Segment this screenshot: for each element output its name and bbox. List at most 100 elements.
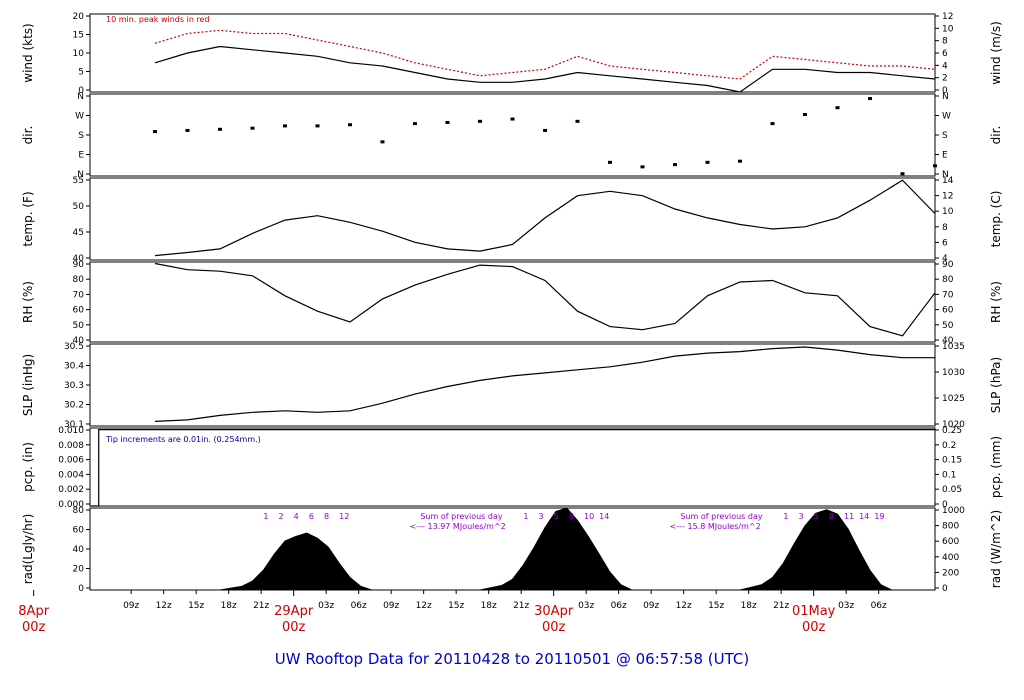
rh-ytick-label-left: 90 xyxy=(73,260,85,270)
rh-frame xyxy=(89,261,936,343)
dir-point xyxy=(315,124,320,128)
chart-title: UW Rooftop Data for 20110428 to 20110501… xyxy=(274,650,750,668)
rad-uv-label: 4 xyxy=(294,512,299,521)
rad-ylabel-left: rad(Lgly/hr) xyxy=(21,514,35,585)
pcp-ytick-label-left: 0.006 xyxy=(58,456,84,466)
day-label: 29Apr xyxy=(274,604,314,619)
rad-sum2-line1: Sum of previous day xyxy=(680,512,762,521)
dir-ytick-label-left: E xyxy=(78,151,84,161)
rad-uv-label: 3 xyxy=(539,512,544,521)
rh-ylabel-right: RH (%) xyxy=(989,281,1003,323)
slp-ylabel-left: SLP (inHg) xyxy=(21,354,35,416)
rh-ytick-label-left: 80 xyxy=(73,275,85,285)
x-tick-label: 18z xyxy=(741,601,757,611)
dir-point xyxy=(770,122,775,126)
x-tick-label: 03z xyxy=(318,601,334,611)
wind-ytick-label-left: 5 xyxy=(78,68,84,78)
dir-point xyxy=(380,140,385,144)
rad-uv-label: 5 xyxy=(814,512,819,521)
rad-uv-label: 2 xyxy=(279,512,284,521)
rad-uv-label: 1 xyxy=(783,512,788,521)
wind-ytick-label-right: 2 xyxy=(942,74,948,84)
rh-ytick-label-right: 40 xyxy=(942,336,954,346)
x-tick-label: 09z xyxy=(383,601,399,611)
dir-point xyxy=(510,117,515,121)
rad-ytick-label-right: 0 xyxy=(942,584,948,594)
slp-ytick-label-right: 1025 xyxy=(942,394,965,404)
wind-ytick-label-right: 12 xyxy=(942,12,953,22)
dir-point xyxy=(185,128,190,132)
rad-uv-label: 14 xyxy=(599,512,609,521)
dir-point xyxy=(283,124,287,128)
day-label: 01May xyxy=(792,604,836,619)
rad-uv-label: 8 xyxy=(324,512,329,521)
slp-ytick-label-right: 1020 xyxy=(942,420,965,430)
rad-ytick-label-left: 40 xyxy=(73,545,85,555)
x-tick-label: 21z xyxy=(513,601,529,611)
pcp-annotation: Tip increments are 0.01in. (0.254mm.) xyxy=(105,435,261,444)
rad-ylabel-right: rad (W/m^2) xyxy=(989,510,1003,588)
rad-uv-label: 1 xyxy=(263,512,268,521)
pcp-ytick-label-right: 0.15 xyxy=(942,456,962,466)
pcp-ytick-label-right: 0.1 xyxy=(942,470,956,480)
x-tick-label: 12z xyxy=(676,601,692,611)
x-tick-label: 06z xyxy=(611,601,627,611)
x-tick-label: 21z xyxy=(253,601,269,611)
slp-ytick-label-left: 30.5 xyxy=(64,342,84,352)
slp-ytick-label-left: 30.1 xyxy=(64,420,84,430)
pcp-ytick-label-right: 0 xyxy=(942,500,948,510)
rh-ytick-label-right: 50 xyxy=(942,321,954,331)
dir-ylabel-right: dir. xyxy=(989,126,1003,145)
temp-ytick-label-left: 50 xyxy=(73,202,85,212)
temp-ytick-label-right: 8 xyxy=(942,223,948,233)
temp-ytick-label-left: 45 xyxy=(73,228,84,238)
rh-ytick-label-right: 60 xyxy=(942,306,954,316)
dir-point xyxy=(250,126,255,130)
rad-uv-label: 8 xyxy=(569,512,574,521)
rad-ytick-label-left: 20 xyxy=(73,565,85,575)
rh-ylabel-left: RH (%) xyxy=(21,281,35,323)
temp-ytick-label-right: 12 xyxy=(942,192,953,202)
dir-ytick-label-left: N xyxy=(77,170,84,180)
day-label-hour: 00z xyxy=(22,620,46,635)
dir-point xyxy=(640,165,645,169)
slp-ytick-label-left: 30.3 xyxy=(64,381,84,391)
dir-point xyxy=(933,164,937,168)
dir-point xyxy=(218,127,222,131)
dir-ytick-label-left: N xyxy=(77,92,84,102)
dir-ytick-label-right: N xyxy=(942,170,949,180)
dir-point xyxy=(705,160,710,164)
rad-sum1-line2: <--- 13.97 MJoules/m^2 xyxy=(410,522,506,531)
temp-ytick-label-right: 14 xyxy=(942,176,954,186)
temp-series-0 xyxy=(154,179,936,257)
slp-ytick-label-left: 30.4 xyxy=(64,362,84,372)
wind-frame xyxy=(89,13,936,93)
x-tick-label: 21z xyxy=(773,601,789,611)
rad-area-day-2 xyxy=(479,507,632,591)
wind-ytick-label-left: 20 xyxy=(73,12,85,22)
rad-uv-label: 12 xyxy=(339,512,349,521)
dir-point xyxy=(868,97,872,101)
dir-ytick-label-left: W xyxy=(75,112,84,122)
wind-ytick-label-right: 0 xyxy=(942,86,948,96)
temp-ytick-label-right: 10 xyxy=(942,207,954,217)
rad-ytick-label-right: 800 xyxy=(942,522,959,532)
day-label-hour: 00z xyxy=(542,620,566,635)
dir-point xyxy=(608,160,612,164)
x-tick-label: 09z xyxy=(123,601,139,611)
rh-ytick-label-left: 40 xyxy=(73,336,85,346)
rad-uv-label: 19 xyxy=(874,512,884,521)
rad-ytick-label-right: 600 xyxy=(942,537,959,547)
x-tick-label: 03z xyxy=(838,601,854,611)
rad-ytick-label-right: 200 xyxy=(942,568,959,578)
dir-point xyxy=(575,119,580,123)
x-tick-label: 12z xyxy=(156,601,172,611)
x-tick-label: 18z xyxy=(481,601,497,611)
rad-uv-label: 3 xyxy=(799,512,804,521)
rad-uv-label: 14 xyxy=(859,512,869,521)
rh-ytick-label-right: 70 xyxy=(942,290,954,300)
dir-ytick-label-left: S xyxy=(78,131,84,141)
dir-frame xyxy=(89,93,936,177)
x-tick-label: 06z xyxy=(351,601,367,611)
